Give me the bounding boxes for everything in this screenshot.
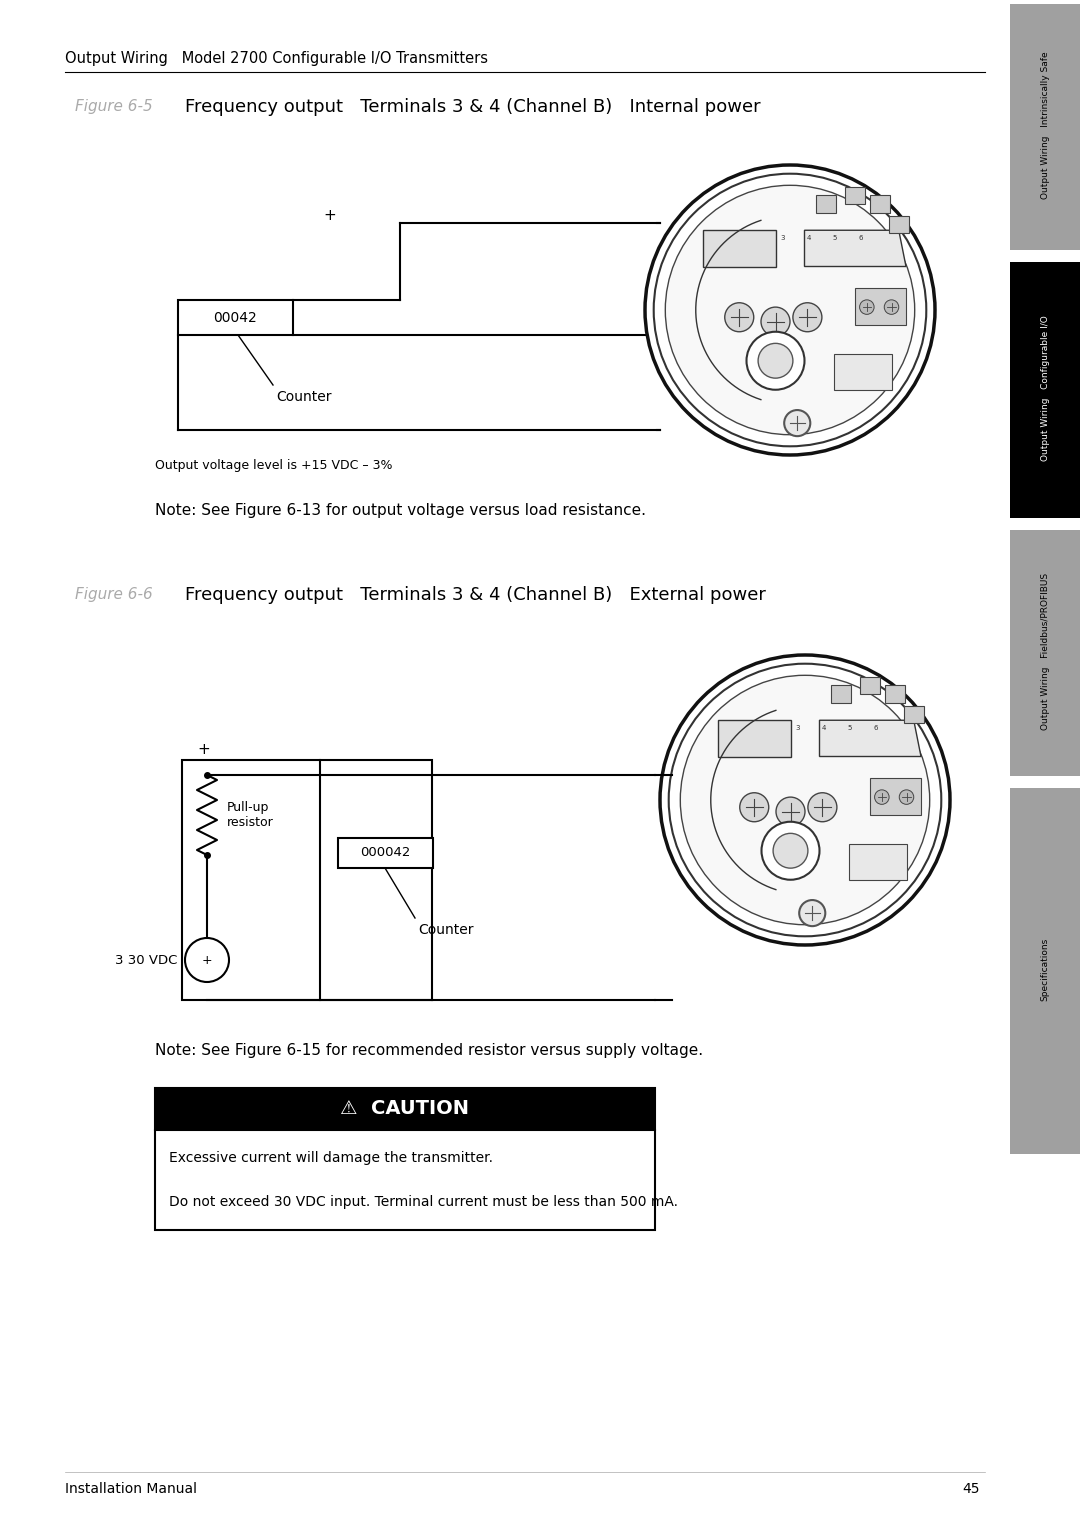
Text: Figure 6-6: Figure 6-6	[75, 588, 152, 603]
Bar	[849, 843, 906, 880]
Circle shape	[761, 307, 789, 336]
Text: Output Wiring   Configurable I/O: Output Wiring Configurable I/O	[1040, 315, 1050, 461]
Polygon shape	[820, 721, 921, 756]
Text: Output Wiring   Intrinsically Safe: Output Wiring Intrinsically Safe	[1040, 52, 1050, 199]
Text: 5: 5	[833, 235, 837, 240]
Ellipse shape	[680, 675, 930, 925]
Ellipse shape	[665, 185, 915, 435]
Text: 00042: 00042	[214, 310, 257, 325]
Circle shape	[761, 822, 820, 880]
Bar	[870, 779, 921, 814]
Circle shape	[793, 302, 822, 331]
Text: Excessive current will damage the transmitter.: Excessive current will damage the transm…	[168, 1151, 492, 1165]
Bar	[904, 705, 923, 724]
Text: Frequency output   Terminals 3 & 4 (Channel B)   Internal power: Frequency output Terminals 3 & 4 (Channe…	[185, 98, 760, 116]
Bar	[1010, 783, 1080, 788]
Text: 45: 45	[962, 1483, 980, 1496]
Polygon shape	[718, 721, 791, 756]
Bar	[183, 760, 432, 1000]
Text: 3 30 VDC: 3 30 VDC	[114, 953, 177, 967]
Circle shape	[900, 789, 914, 805]
Bar	[885, 686, 905, 702]
Circle shape	[740, 793, 769, 822]
Text: Pull-up
resistor: Pull-up resistor	[227, 800, 273, 829]
Text: +: +	[198, 742, 211, 757]
Bar	[860, 676, 880, 695]
Ellipse shape	[645, 165, 935, 455]
Circle shape	[784, 411, 810, 437]
Text: Installation Manual: Installation Manual	[65, 1483, 197, 1496]
Text: Note: See Figure 6-15 for recommended resistor versus supply voltage.: Note: See Figure 6-15 for recommended re…	[156, 1043, 703, 1058]
Bar	[832, 686, 851, 702]
Circle shape	[185, 938, 229, 982]
Circle shape	[860, 299, 874, 315]
Bar	[1010, 0, 1080, 5]
Text: Specifications: Specifications	[1040, 938, 1050, 1000]
Circle shape	[777, 797, 805, 826]
Circle shape	[746, 331, 805, 389]
Text: ⚠  CAUTION: ⚠ CAUTION	[340, 1099, 470, 1118]
Bar	[1010, 258, 1080, 263]
Circle shape	[758, 344, 793, 379]
Bar	[869, 195, 890, 212]
Bar	[1010, 530, 1080, 776]
Bar	[1010, 5, 1080, 250]
Bar	[889, 215, 909, 234]
Circle shape	[799, 899, 825, 927]
Text: 6: 6	[874, 724, 878, 730]
Text: Output voltage level is +15 VDC – 3%: Output voltage level is +15 VDC – 3%	[156, 458, 392, 472]
Circle shape	[875, 789, 889, 805]
Bar	[816, 195, 836, 212]
Circle shape	[885, 299, 899, 315]
Text: +: +	[324, 208, 336, 223]
Text: Note: See Figure 6-13 for output voltage versus load resistance.: Note: See Figure 6-13 for output voltage…	[156, 502, 646, 518]
Bar	[1010, 525, 1080, 530]
Text: 4: 4	[807, 235, 811, 240]
Bar	[178, 299, 293, 334]
Text: +: +	[202, 953, 213, 967]
Bar	[834, 353, 891, 389]
Circle shape	[808, 793, 837, 822]
Ellipse shape	[660, 655, 950, 945]
Text: 5: 5	[848, 724, 852, 730]
Text: Counter: Counter	[276, 389, 332, 405]
Text: 000042: 000042	[360, 846, 410, 860]
Polygon shape	[805, 231, 906, 267]
Text: 6: 6	[859, 235, 863, 240]
Polygon shape	[703, 231, 775, 267]
Bar	[1010, 788, 1080, 1154]
Text: Frequency output   Terminals 3 & 4 (Channel B)   External power: Frequency output Terminals 3 & 4 (Channe…	[185, 586, 766, 605]
Text: Counter: Counter	[418, 922, 473, 938]
Text: Output Wiring   Fieldbus/PROFIBUS: Output Wiring Fieldbus/PROFIBUS	[1040, 573, 1050, 730]
Circle shape	[725, 302, 754, 331]
Bar	[846, 186, 865, 205]
Bar	[1010, 263, 1080, 518]
Text: 3: 3	[796, 724, 800, 730]
Bar	[855, 289, 906, 325]
Bar	[156, 1089, 654, 1130]
Bar	[156, 1130, 654, 1231]
Text: Output Wiring   Model 2700 Configurable I/O Transmitters: Output Wiring Model 2700 Configurable I/…	[65, 50, 488, 66]
Text: Figure 6-5: Figure 6-5	[75, 99, 152, 115]
Text: 4: 4	[822, 724, 826, 730]
Circle shape	[773, 834, 808, 869]
Bar	[337, 838, 432, 867]
Text: 3: 3	[781, 235, 785, 240]
Text: Do not exceed 30 VDC input. Terminal current must be less than 500 mA.: Do not exceed 30 VDC input. Terminal cur…	[168, 1196, 678, 1209]
